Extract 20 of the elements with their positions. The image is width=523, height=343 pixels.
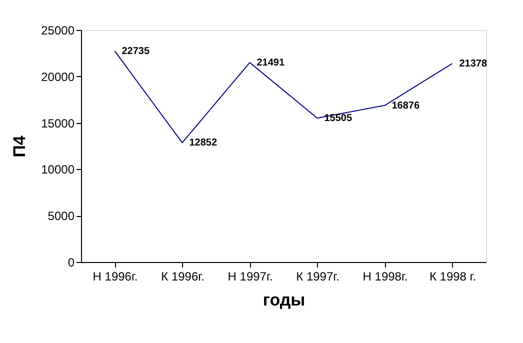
data-label: 21491 bbox=[256, 58, 285, 69]
x-tick-label: К 1996г. bbox=[161, 270, 204, 284]
y-tick-label: 15000 bbox=[41, 116, 75, 130]
data-label: 12852 bbox=[189, 138, 218, 149]
y-axis-title: П4 bbox=[10, 135, 30, 158]
data-label: 15505 bbox=[324, 113, 352, 124]
x-axis-title: годы bbox=[262, 290, 306, 310]
x-tick-label: К 1997г. bbox=[296, 270, 340, 284]
x-tick-label: Н 1997г. bbox=[228, 270, 273, 284]
x-tick-label: Н 1996г. bbox=[92, 270, 138, 284]
y-tick-label: 10000 bbox=[41, 162, 75, 177]
y-tick-label: 0 bbox=[68, 256, 75, 270]
data-label: 21378 bbox=[459, 58, 488, 70]
y-tick-label: 5000 bbox=[48, 209, 75, 224]
x-tick-label: К 1998 г. bbox=[429, 270, 476, 284]
data-label: 22735 bbox=[122, 46, 150, 58]
data-label: 16876 bbox=[392, 100, 420, 112]
y-tick-label: 25000 bbox=[41, 24, 75, 38]
x-tick-label: Н 1998г. bbox=[362, 270, 408, 284]
y-tick-label: 20000 bbox=[41, 70, 75, 84]
